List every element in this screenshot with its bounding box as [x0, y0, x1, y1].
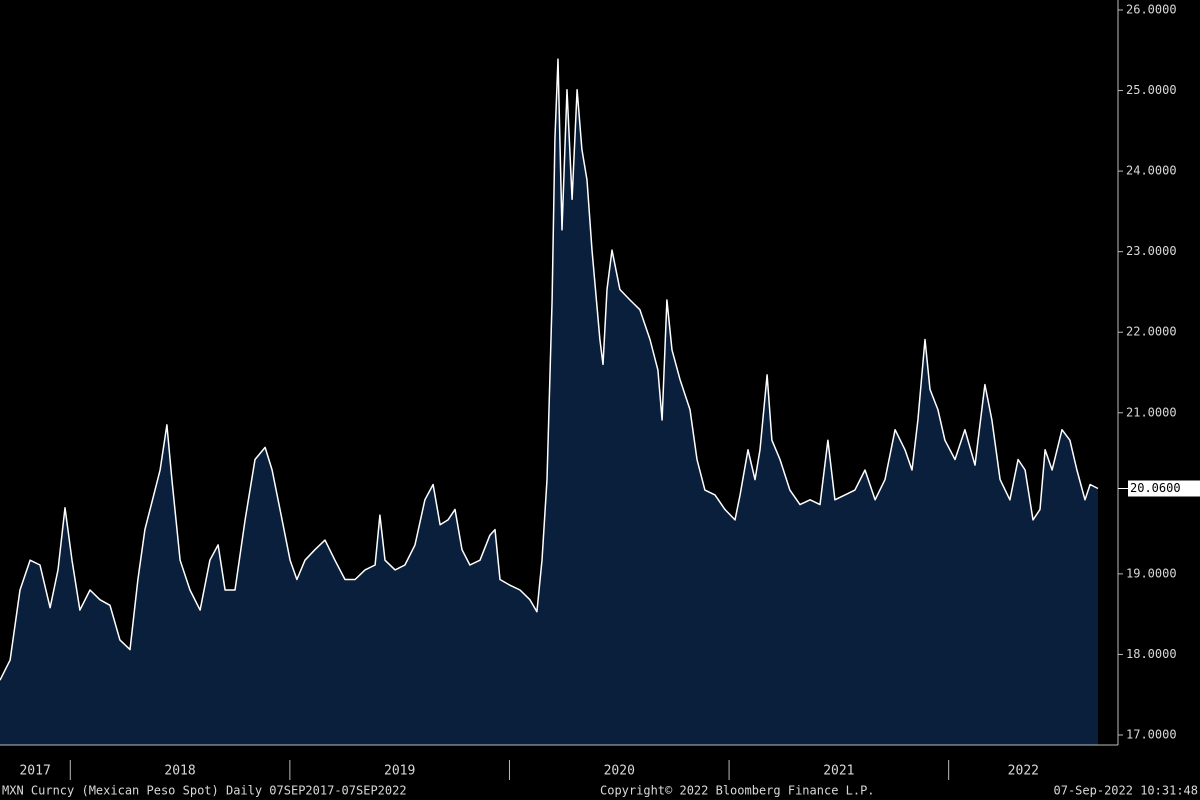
x-year-label: 2022: [1008, 764, 1039, 779]
last-value-label: 20.0600: [1130, 481, 1181, 495]
y-tick-label: 25.0000: [1126, 83, 1177, 97]
y-tick-label: 17.0000: [1126, 728, 1177, 742]
x-year-label: 2017: [19, 764, 50, 779]
x-year-label: 2020: [604, 764, 635, 779]
x-year-label: 2019: [384, 764, 415, 779]
line: [0, 58, 1099, 681]
area: [0, 59, 1098, 746]
y-tick-label: 23.0000: [1126, 244, 1177, 258]
footer-left: MXN Curncy (Mexican Peso Spot) Daily 07S…: [2, 784, 407, 798]
y-tick-label: 21.0000: [1126, 405, 1177, 419]
x-year-label: 2018: [164, 764, 195, 779]
y-tick-label: 22.0000: [1126, 325, 1177, 339]
y-tick-label: 26.0000: [1126, 3, 1177, 17]
footer-center: Copyright© 2022 Bloomberg Finance L.P.: [600, 784, 875, 798]
y-tick-label: 18.0000: [1126, 647, 1177, 661]
y-tick-label: 24.0000: [1126, 164, 1177, 178]
last-value-box: [1128, 480, 1200, 497]
footer-right: 07-Sep-2022 10:31:48: [1054, 784, 1199, 798]
x-year-label: 2021: [823, 764, 854, 779]
y-tick-label: 19.0000: [1126, 566, 1177, 580]
